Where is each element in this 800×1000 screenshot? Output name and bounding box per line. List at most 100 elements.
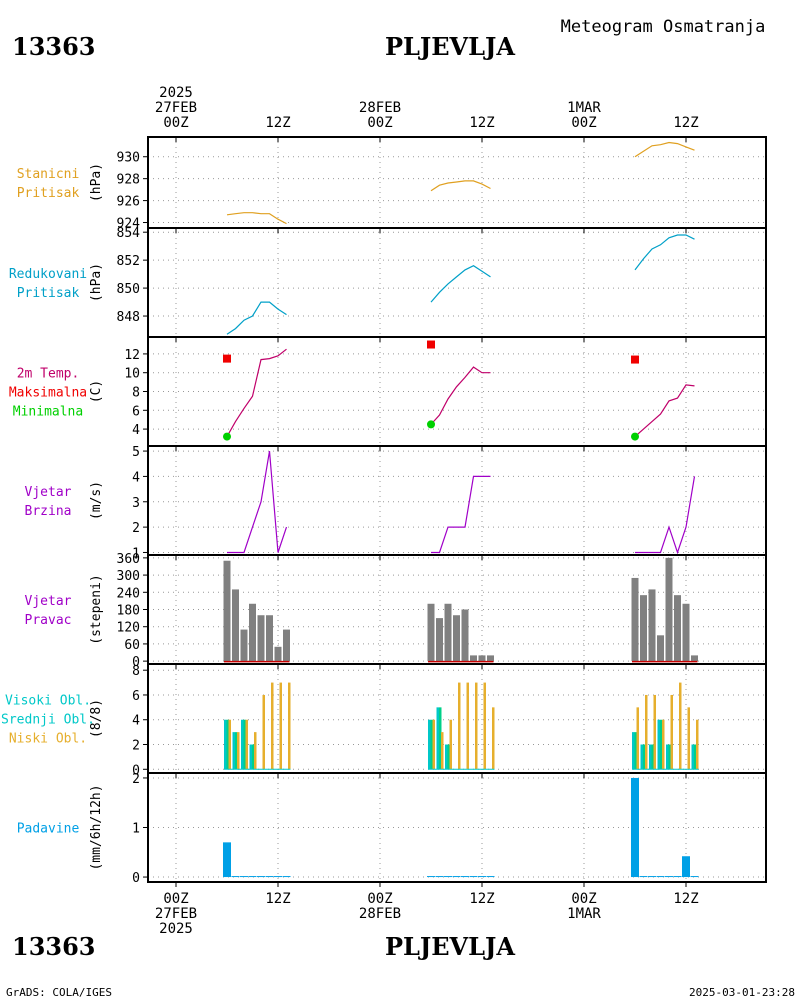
panel-label: Pravac xyxy=(25,613,72,628)
footer-timestamp: 2025-03-01-23:28 xyxy=(689,986,795,999)
low-cloud-bar xyxy=(653,694,656,770)
low-cloud-bar xyxy=(679,682,682,770)
precip-bar xyxy=(656,876,665,878)
top-time-label: 00Z xyxy=(163,115,188,131)
precip-bar xyxy=(639,876,648,878)
high-cloud-bar xyxy=(649,744,652,770)
low-cloud-bar xyxy=(475,682,478,770)
high-cloud-bar xyxy=(428,719,431,770)
direction-bar xyxy=(631,577,639,662)
y-tick-label: 852 xyxy=(117,254,140,269)
precip-bar xyxy=(665,876,673,878)
low-cloud-bar xyxy=(670,694,673,770)
low-cloud-bar xyxy=(279,682,282,770)
max-temp-marker xyxy=(427,340,435,349)
direction-bar xyxy=(461,609,469,662)
y-axis-label: (m/s) xyxy=(89,481,104,520)
y-tick-label: 8 xyxy=(132,386,140,401)
precip-bar xyxy=(469,876,478,878)
panel-reduced-pressure: 848 850 852 854 (hPa)Redukovani Pritisak xyxy=(9,226,767,338)
direction-bar xyxy=(283,629,290,662)
panel-label: Vjetar xyxy=(25,485,72,500)
top-time-label: 2025 xyxy=(159,85,193,101)
series-line xyxy=(227,451,288,554)
direction-bar xyxy=(487,655,494,662)
y-tick-label: 6 xyxy=(132,689,140,704)
series-line xyxy=(226,348,287,437)
high-cloud-bar xyxy=(640,744,643,770)
series-line xyxy=(226,301,287,335)
mid-cloud-bar xyxy=(668,744,671,770)
direction-bar xyxy=(266,615,273,662)
mid-cloud-bar xyxy=(643,744,646,770)
min-temp-marker xyxy=(223,432,231,441)
high-cloud-bar xyxy=(666,744,669,770)
panel-frame xyxy=(147,663,767,774)
high-cloud-bar xyxy=(445,744,448,770)
y-tick-label: 6 xyxy=(132,404,140,419)
low-cloud-bar xyxy=(254,732,257,770)
precip-bar xyxy=(427,876,435,878)
bottom-time-label: 1MAR xyxy=(567,906,601,922)
top-time-label: 12Z xyxy=(673,115,698,131)
direction-bar xyxy=(648,589,656,662)
y-axis-label: (C) xyxy=(89,380,104,403)
direction-bar xyxy=(657,635,664,662)
mid-cloud-bar xyxy=(430,719,433,770)
bottom-time-label: 00Z xyxy=(163,891,188,907)
mid-cloud-bar xyxy=(243,719,246,770)
y-tick-label: 930 xyxy=(117,151,140,166)
footer-credit: GrADS: COLA/IGES xyxy=(6,986,112,999)
bottom-time-label: 00Z xyxy=(571,891,596,907)
precip-bar xyxy=(240,876,248,878)
panel-label: Redukovani xyxy=(9,267,87,282)
series-line xyxy=(634,384,695,438)
direction-bar xyxy=(427,603,435,662)
high-cloud-bar xyxy=(232,732,235,770)
y-tick-label: 926 xyxy=(117,195,140,210)
panel-label: Padavine xyxy=(17,822,80,837)
y-tick-label: 300 xyxy=(117,569,140,584)
panel-label: Pritisak xyxy=(17,186,80,201)
direction-bar xyxy=(478,655,486,662)
low-cloud-bar xyxy=(483,682,486,770)
high-cloud-bar xyxy=(657,719,660,770)
series-line xyxy=(634,141,695,158)
max-temp-marker xyxy=(631,355,639,364)
precip-bar xyxy=(631,777,639,878)
precip-bar xyxy=(223,842,231,878)
precip-bar xyxy=(265,876,274,878)
y-axis-label: (hPa) xyxy=(89,163,104,202)
precip-bar xyxy=(682,856,690,878)
y-tick-label: 120 xyxy=(117,621,140,636)
low-cloud-bar xyxy=(636,707,639,770)
precip-bar xyxy=(435,876,444,878)
panel-label: Maksimalna xyxy=(9,386,87,401)
y-tick-label: 0 xyxy=(132,655,140,670)
precip-bar xyxy=(690,876,699,878)
precip-bar xyxy=(478,876,486,878)
low-cloud-bar xyxy=(662,719,665,770)
low-cloud-bar xyxy=(432,719,435,770)
direction-bar xyxy=(436,618,443,662)
panel-label: Stanicni xyxy=(17,167,80,182)
direction-bar xyxy=(640,595,647,662)
y-tick-label: 180 xyxy=(117,604,140,619)
station-id-bottom: 13363 xyxy=(12,932,96,961)
low-cloud-bar xyxy=(449,719,452,770)
series-line xyxy=(430,180,491,192)
y-tick-label: 4 xyxy=(132,714,140,729)
low-cloud-bar xyxy=(228,719,231,770)
mid-cloud-bar xyxy=(660,719,663,770)
direction-bar xyxy=(249,603,256,662)
panel-wind-direction: 0 60 120 180 240 300 360 (stepeni) Vjetar Pravac xyxy=(25,552,767,670)
direction-bar xyxy=(223,560,231,662)
panel-cloud-cover: 0 2 4 6 8 (8/8)Visoki Obl. Srednji Obl. Niski O… xyxy=(1,663,767,778)
direction-bar xyxy=(674,595,681,662)
panel-label: 2m Temp. xyxy=(17,367,80,382)
y-tick-label: 850 xyxy=(117,282,140,297)
precip-bar xyxy=(248,876,257,878)
